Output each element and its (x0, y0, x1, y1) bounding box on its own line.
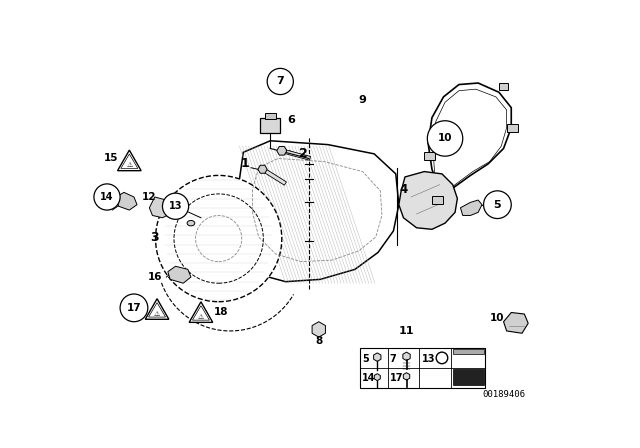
Text: 6: 6 (287, 115, 295, 125)
Text: 5: 5 (362, 353, 369, 364)
Polygon shape (145, 299, 169, 319)
Circle shape (94, 184, 120, 210)
FancyBboxPatch shape (260, 118, 280, 133)
Text: 14: 14 (100, 192, 114, 202)
FancyBboxPatch shape (265, 113, 276, 119)
Polygon shape (452, 370, 484, 385)
Polygon shape (399, 172, 458, 229)
Text: 18: 18 (214, 307, 228, 318)
Text: 10: 10 (438, 134, 452, 143)
Text: 9: 9 (358, 95, 367, 105)
Polygon shape (312, 322, 325, 337)
Text: 7: 7 (276, 77, 284, 86)
Text: 00189406: 00189406 (482, 390, 525, 399)
Polygon shape (504, 313, 528, 333)
Text: ⚠: ⚠ (198, 314, 204, 320)
Polygon shape (276, 146, 287, 155)
Text: 2: 2 (299, 147, 308, 160)
Text: 16: 16 (148, 272, 163, 282)
Circle shape (267, 69, 293, 95)
Polygon shape (374, 353, 381, 362)
Text: 3: 3 (150, 231, 159, 244)
Text: 12: 12 (142, 192, 157, 202)
Polygon shape (432, 196, 443, 204)
Polygon shape (262, 168, 287, 185)
Text: 14: 14 (362, 373, 376, 383)
Polygon shape (424, 152, 435, 160)
Polygon shape (118, 150, 141, 171)
Polygon shape (116, 192, 137, 210)
Circle shape (428, 121, 463, 156)
Polygon shape (374, 374, 380, 381)
Polygon shape (508, 124, 518, 132)
Polygon shape (149, 197, 172, 218)
Ellipse shape (187, 220, 195, 226)
Polygon shape (258, 165, 267, 173)
Polygon shape (234, 141, 399, 282)
Text: 4: 4 (399, 183, 408, 196)
Circle shape (120, 294, 148, 322)
Circle shape (156, 176, 282, 302)
Text: ⚠: ⚠ (126, 163, 132, 168)
Polygon shape (282, 149, 310, 160)
Text: 17: 17 (390, 373, 403, 383)
Circle shape (163, 193, 189, 220)
Text: 15: 15 (104, 154, 118, 164)
Polygon shape (403, 373, 410, 380)
Polygon shape (168, 266, 191, 283)
Polygon shape (403, 352, 410, 361)
Polygon shape (189, 302, 212, 323)
Text: 7: 7 (390, 353, 396, 364)
Text: 11: 11 (399, 326, 414, 336)
Text: 1: 1 (241, 157, 249, 170)
Text: 13: 13 (422, 353, 435, 364)
Text: 17: 17 (127, 303, 141, 313)
Polygon shape (499, 82, 508, 90)
Text: 5: 5 (493, 200, 501, 210)
Text: ⚠: ⚠ (154, 311, 160, 317)
Circle shape (484, 191, 511, 219)
Text: 8: 8 (315, 336, 323, 346)
Text: 10: 10 (490, 313, 505, 323)
Polygon shape (452, 349, 484, 354)
Text: 13: 13 (169, 201, 182, 211)
Polygon shape (460, 200, 482, 215)
